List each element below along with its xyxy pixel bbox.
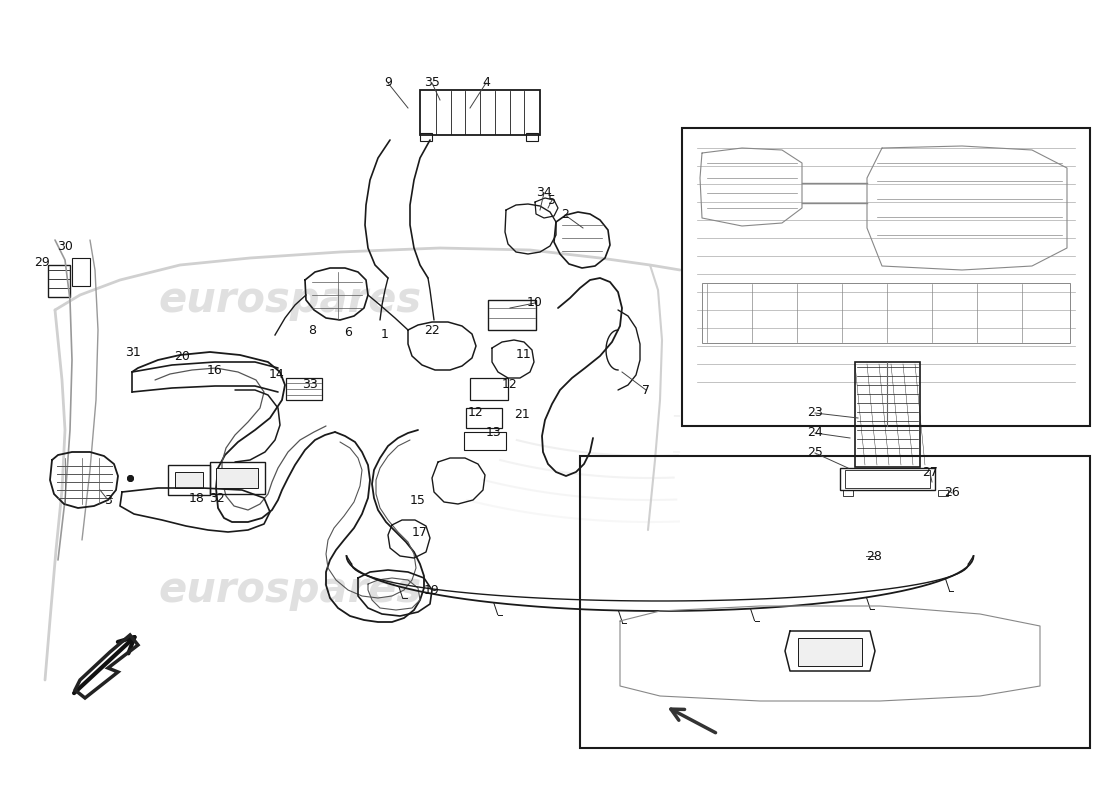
Text: 22: 22 <box>425 323 440 337</box>
Bar <box>843 490 852 496</box>
Text: 35: 35 <box>425 77 440 90</box>
Text: 34: 34 <box>536 186 552 199</box>
Text: 9: 9 <box>384 77 392 90</box>
Text: 27: 27 <box>922 466 938 479</box>
Text: 24: 24 <box>807 426 823 439</box>
Bar <box>48 265 70 297</box>
Bar <box>420 133 432 141</box>
Text: 32: 32 <box>209 491 224 505</box>
Text: 29: 29 <box>34 255 50 269</box>
Text: eurospares: eurospares <box>158 569 421 611</box>
Bar <box>470 378 508 400</box>
Text: 4: 4 <box>482 77 490 90</box>
Text: 17: 17 <box>412 526 428 539</box>
Text: 14: 14 <box>270 369 285 382</box>
Bar <box>464 432 506 450</box>
Bar <box>72 258 90 286</box>
Bar <box>580 456 1090 748</box>
Bar <box>286 378 322 400</box>
Text: 25: 25 <box>807 446 823 459</box>
Text: 23: 23 <box>807 406 823 419</box>
Text: 15: 15 <box>410 494 426 506</box>
Bar <box>488 300 536 330</box>
Bar <box>845 470 930 488</box>
Text: 10: 10 <box>527 297 543 310</box>
Text: 13: 13 <box>486 426 502 438</box>
Bar <box>466 408 502 428</box>
Text: 12: 12 <box>469 406 484 419</box>
Text: 19: 19 <box>425 583 440 597</box>
Text: 20: 20 <box>174 350 190 363</box>
Bar <box>702 283 1070 343</box>
Text: 3: 3 <box>104 494 112 506</box>
Bar <box>210 462 265 494</box>
Text: 11: 11 <box>516 349 532 362</box>
Bar <box>682 128 1090 426</box>
Text: 18: 18 <box>189 491 205 505</box>
Text: 5: 5 <box>548 194 556 206</box>
Bar <box>216 468 258 488</box>
Text: 30: 30 <box>57 241 73 254</box>
Bar <box>420 90 540 135</box>
Text: 6: 6 <box>344 326 352 339</box>
Bar <box>168 465 210 495</box>
Text: 8: 8 <box>308 323 316 337</box>
Text: 26: 26 <box>944 486 960 499</box>
Text: eurospares: eurospares <box>158 279 421 321</box>
Text: 7: 7 <box>642 383 650 397</box>
Text: 12: 12 <box>502 378 518 391</box>
Bar <box>938 490 948 496</box>
Text: 1: 1 <box>381 329 389 342</box>
Text: 21: 21 <box>514 409 530 422</box>
Bar <box>526 133 538 141</box>
Bar <box>798 638 862 666</box>
Text: 16: 16 <box>207 363 223 377</box>
Bar <box>840 468 935 490</box>
Text: 2: 2 <box>561 209 569 222</box>
Text: 31: 31 <box>125 346 141 359</box>
Text: 33: 33 <box>302 378 318 391</box>
Text: 28: 28 <box>866 550 882 562</box>
Bar <box>175 472 204 488</box>
Bar <box>855 362 920 467</box>
